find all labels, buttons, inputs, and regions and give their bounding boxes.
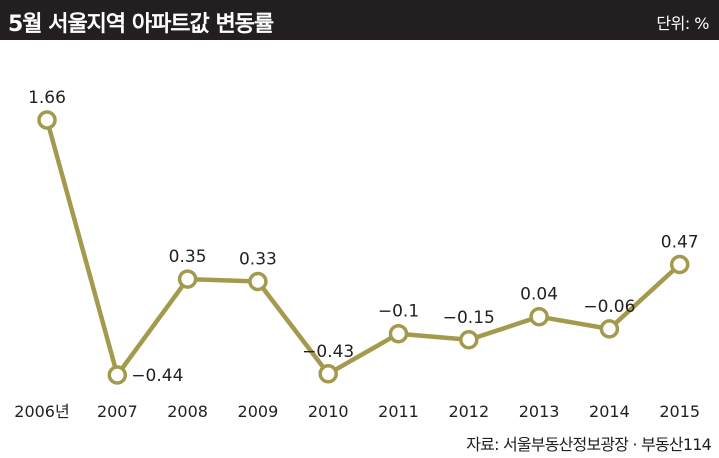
x-tick-label: 2008 [167, 402, 208, 421]
x-tick-label: 2012 [448, 402, 489, 421]
x-tick-label: 2010 [308, 402, 349, 421]
chart-title: 5월 서울지역 아파트값 변동률 [8, 12, 274, 37]
data-label: −0.44 [131, 366, 183, 386]
data-labels: 1.66 −0.44 0.35 0.33 −0.43 −0.1 −0.15 0.04 −0.06… [28, 88, 699, 386]
x-tick-label: 2011 [378, 402, 419, 421]
data-point [177, 269, 198, 289]
data-label: 0.35 [169, 247, 207, 267]
data-label: 0.33 [239, 250, 277, 270]
data-label: −0.06 [583, 297, 635, 317]
x-tick-label: 2013 [519, 402, 560, 421]
data-label: −0.43 [302, 342, 354, 362]
series-line [44, 119, 682, 378]
data-label: 1.66 [28, 88, 66, 108]
data-label: −0.15 [443, 308, 495, 328]
data-point [388, 323, 409, 344]
data-label: 0.47 [661, 233, 699, 253]
x-axis-ticks: 2006년 2007 2008 2009 2010 2011 2012 2013 2014 201… [14, 402, 700, 421]
x-tick-label: 2006년 [14, 402, 69, 421]
data-point [318, 364, 338, 384]
series-polyline [44, 119, 682, 378]
data-markers [37, 110, 690, 385]
unit-label: 단위: % [656, 14, 709, 33]
data-point [37, 110, 57, 130]
x-tick-label: 2015 [659, 402, 700, 421]
x-tick-label: 2007 [97, 402, 138, 421]
data-point [529, 306, 549, 327]
data-point [459, 330, 479, 350]
data-label: −0.1 [378, 302, 419, 322]
data-point [107, 365, 128, 385]
data-point [599, 319, 620, 339]
source-note: 자료: 서울부동산정보광장 · 부동산114 [466, 435, 712, 454]
title-bar: 5월 서울지역 아파트값 변동률 단위: % [0, 0, 719, 40]
x-tick-label: 2009 [238, 402, 279, 421]
data-point [669, 254, 690, 275]
x-tick-label: 2014 [589, 402, 630, 421]
data-label: 0.04 [520, 285, 558, 305]
data-point [248, 271, 268, 292]
